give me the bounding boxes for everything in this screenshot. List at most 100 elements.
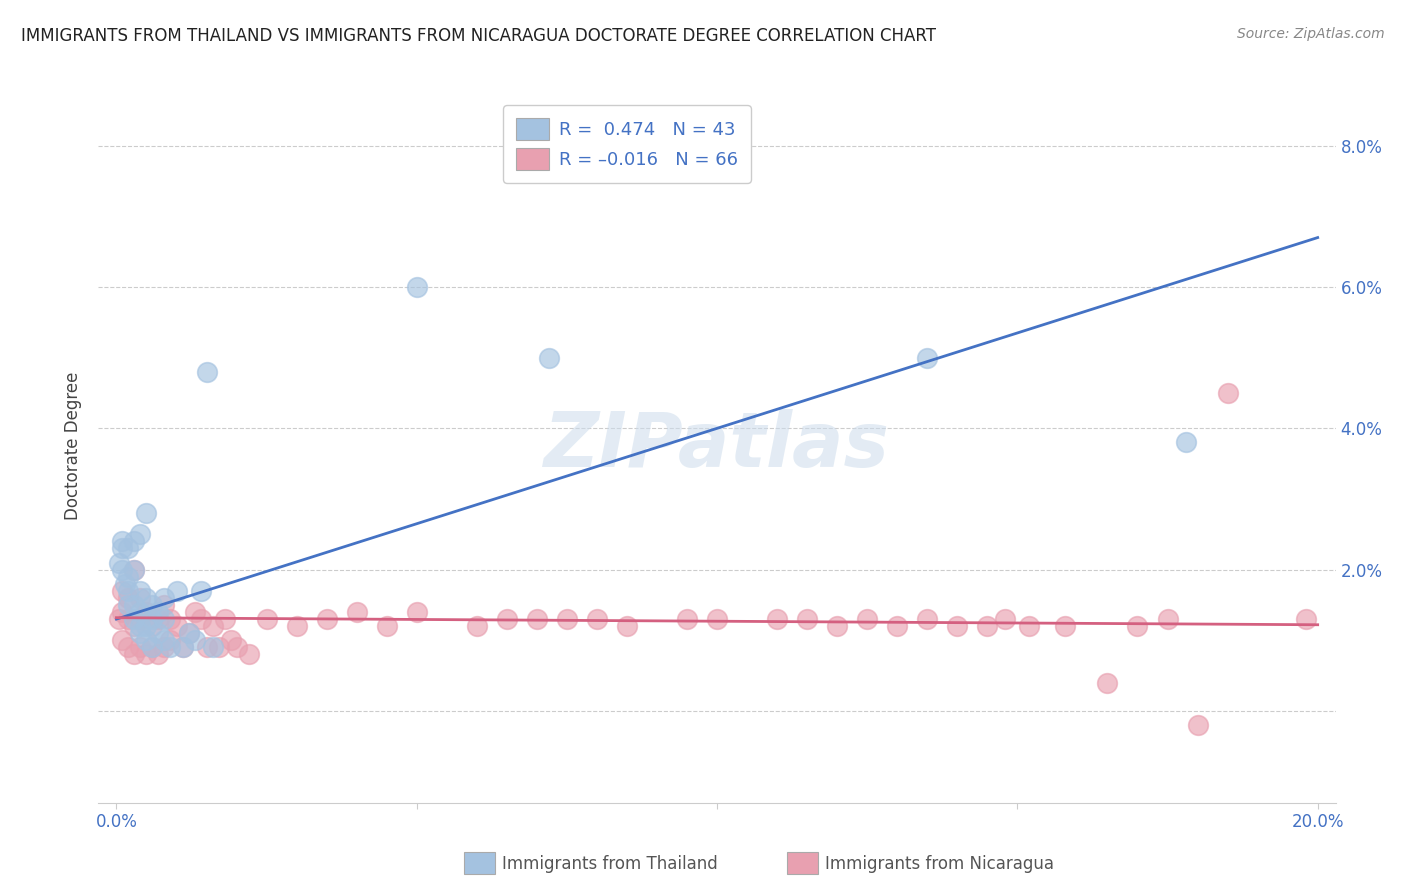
Point <box>111 563 134 577</box>
Point <box>1174 435 1197 450</box>
Point <box>994 612 1017 626</box>
Point <box>148 605 170 619</box>
Point <box>153 598 176 612</box>
Point <box>495 612 517 626</box>
Point <box>108 612 131 626</box>
Point <box>117 583 139 598</box>
Point <box>195 365 218 379</box>
Point <box>117 598 139 612</box>
Point <box>124 619 146 633</box>
Point <box>148 648 170 662</box>
Point <box>129 583 152 598</box>
Point <box>153 640 176 655</box>
Text: Source: ZipAtlas.com: Source: ZipAtlas.com <box>1237 27 1385 41</box>
Text: IMMIGRANTS FROM THAILAND VS IMMIGRANTS FROM NICARAGUA DOCTORATE DEGREE CORRELATI: IMMIGRANTS FROM THAILAND VS IMMIGRANTS F… <box>21 27 936 45</box>
Point <box>166 619 188 633</box>
Point <box>207 640 229 655</box>
Point <box>976 619 998 633</box>
Point <box>886 619 908 633</box>
Point <box>117 640 139 655</box>
Point <box>159 612 181 626</box>
Point <box>141 640 163 655</box>
Point <box>946 619 969 633</box>
Point <box>526 612 548 626</box>
Point <box>1054 619 1077 633</box>
Point <box>141 612 163 626</box>
Point <box>111 534 134 549</box>
Point <box>555 612 578 626</box>
Point <box>219 633 242 648</box>
Point <box>1187 718 1209 732</box>
Point <box>129 612 152 626</box>
Point <box>315 612 337 626</box>
Point <box>190 612 212 626</box>
Point <box>117 541 139 556</box>
Y-axis label: Doctorate Degree: Doctorate Degree <box>65 372 83 520</box>
Point <box>124 563 146 577</box>
Legend: R =  0.474   N = 43, R = –0.016   N = 66: R = 0.474 N = 43, R = –0.016 N = 66 <box>503 105 751 183</box>
Point <box>148 626 170 640</box>
Point <box>111 541 134 556</box>
Point <box>124 648 146 662</box>
Point <box>124 598 146 612</box>
Point <box>129 527 152 541</box>
Point <box>114 576 136 591</box>
Point <box>586 612 609 626</box>
Point <box>172 640 194 655</box>
Point <box>117 591 139 605</box>
Point <box>141 619 163 633</box>
Point <box>225 640 247 655</box>
Point <box>117 570 139 584</box>
Point <box>177 626 200 640</box>
Point <box>111 633 134 648</box>
Point <box>1097 675 1119 690</box>
Point <box>148 612 170 626</box>
Point <box>153 612 176 626</box>
Point <box>129 619 152 633</box>
Text: Immigrants from Nicaragua: Immigrants from Nicaragua <box>825 855 1054 873</box>
Point <box>796 612 818 626</box>
Point <box>135 648 157 662</box>
Point <box>183 605 205 619</box>
Point <box>1018 619 1040 633</box>
Point <box>917 351 939 365</box>
Point <box>706 612 728 626</box>
Point <box>124 612 146 626</box>
Point <box>917 612 939 626</box>
Point <box>183 633 205 648</box>
Point <box>108 556 131 570</box>
Point <box>135 591 157 605</box>
Point <box>616 619 638 633</box>
Point <box>285 619 308 633</box>
Point <box>465 619 488 633</box>
Point <box>375 619 398 633</box>
Point <box>129 640 152 655</box>
Point <box>124 534 146 549</box>
Point <box>1126 619 1149 633</box>
Point <box>135 605 157 619</box>
Point <box>141 640 163 655</box>
Point <box>129 591 152 605</box>
Point <box>166 583 188 598</box>
Point <box>159 633 181 648</box>
Point <box>135 506 157 520</box>
Point <box>346 605 368 619</box>
Point <box>153 591 176 605</box>
Point <box>405 280 427 294</box>
Point <box>256 612 278 626</box>
Point <box>190 583 212 598</box>
Point <box>117 612 139 626</box>
Point <box>129 626 152 640</box>
Point <box>135 619 157 633</box>
Point <box>238 648 260 662</box>
Point <box>195 640 218 655</box>
Point <box>129 605 152 619</box>
Point <box>1216 386 1239 401</box>
Point <box>766 612 789 626</box>
Point <box>177 626 200 640</box>
Text: ZIPatlas: ZIPatlas <box>544 409 890 483</box>
Point <box>825 619 848 633</box>
Point <box>141 598 163 612</box>
Point <box>153 633 176 648</box>
Point <box>111 583 134 598</box>
